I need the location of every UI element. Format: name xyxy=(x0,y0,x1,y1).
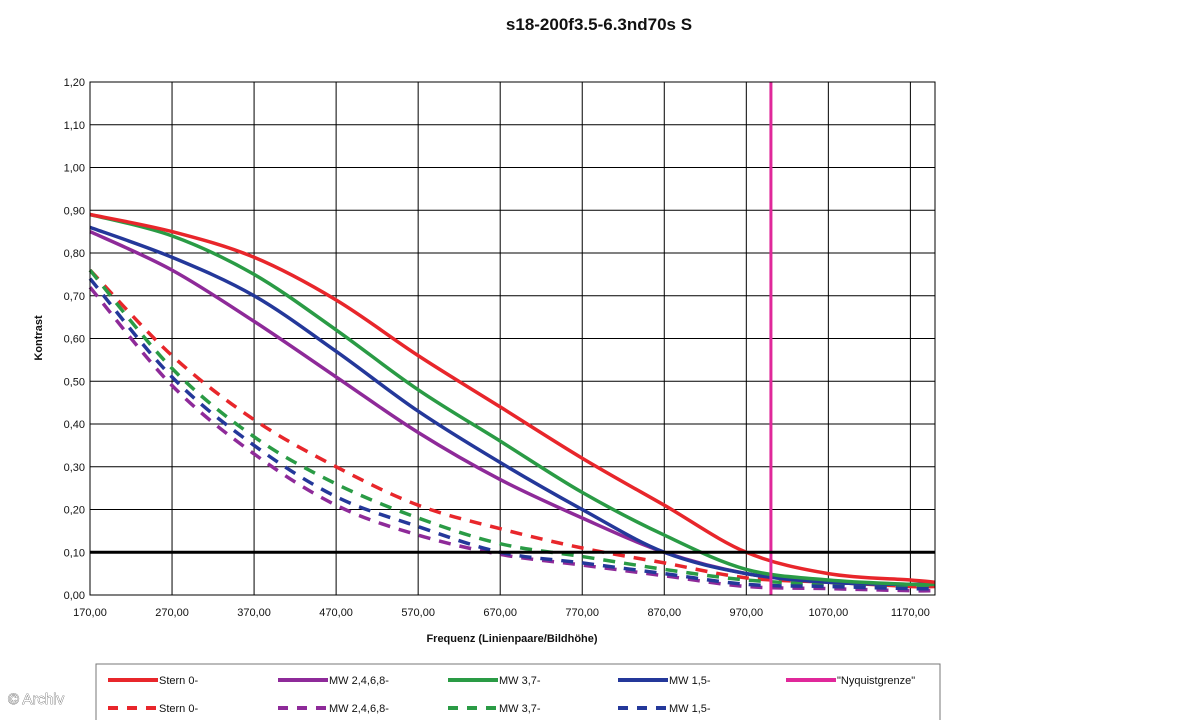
y-axis-ticks: 0,00 0,10 0,20 0,30 0,40 0,50 0,60 0,70 0,80 0,90… xyxy=(64,77,85,602)
legend-label-7: MW 1,5- xyxy=(669,703,711,715)
y-tick-label: 0,50 xyxy=(64,376,85,388)
series-group xyxy=(88,212,936,593)
x-tick-label: 670,00 xyxy=(483,607,517,619)
legend-label-5: MW 2,4,6,8- xyxy=(329,703,389,715)
plot-border xyxy=(89,81,936,596)
x-tick-label: 970,00 xyxy=(729,607,763,619)
x-tick-label: 1170,00 xyxy=(891,607,930,619)
x-axis-label: Frequenz (Linienpaare/Bildhöhe) xyxy=(426,633,597,645)
series-line-0 xyxy=(89,212,936,584)
legend-label-0: Stern 0- xyxy=(159,675,198,687)
y-tick-label: 0,00 xyxy=(64,590,85,602)
x-tick-label: 270,00 xyxy=(155,607,189,619)
x-tick-label: 770,00 xyxy=(565,607,599,619)
x-tick-label: 370,00 xyxy=(237,607,271,619)
reference-lines xyxy=(90,82,935,595)
series-line-dashed-7 xyxy=(88,277,936,591)
grid xyxy=(89,81,935,596)
y-tick-label: 1,00 xyxy=(64,163,85,175)
y-axis-label: Kontrast xyxy=(33,315,45,361)
y-tick-label: 0,40 xyxy=(64,419,85,431)
y-tick-label: 0,70 xyxy=(64,291,85,303)
legend-label-8: "Nyquistgrenze" xyxy=(837,675,915,687)
x-tick-label: 570,00 xyxy=(401,607,435,619)
legend-box xyxy=(95,663,941,720)
y-tick-label: 1,10 xyxy=(64,120,85,132)
watermark: © Archiv xyxy=(8,691,65,708)
legend-label-1: MW 2,4,6,8- xyxy=(329,675,389,687)
y-tick-label: 1,20 xyxy=(64,77,85,89)
legend-label-2: MW 3,7- xyxy=(499,675,541,687)
y-tick-label: 0,20 xyxy=(64,505,85,517)
series-line-dashed-6 xyxy=(88,268,936,589)
legend-items: Stern 0- MW 2,4,6,8- MW 3,7- MW 1,5- Stern 0… xyxy=(108,675,915,715)
x-tick-label: 870,00 xyxy=(647,607,681,619)
legend-label-4: Stern 0- xyxy=(159,703,198,715)
legend-label-3: MW 1,5- xyxy=(669,675,711,687)
x-tick-label: 1070,00 xyxy=(808,607,848,619)
series-line-2 xyxy=(89,212,936,587)
y-tick-label: 0,10 xyxy=(64,547,85,559)
chart-title: s18-200f3.5-6.3nd70s S xyxy=(506,15,692,34)
x-axis-ticks: 170,00 270,00 370,00 470,00 570,00 670,00 770,… xyxy=(73,607,930,619)
legend-label-6: MW 3,7- xyxy=(499,703,541,715)
y-tick-label: 0,60 xyxy=(64,334,85,346)
legend: Stern 0- MW 2,4,6,8- MW 3,7- MW 1,5- Stern 0… xyxy=(95,663,941,720)
y-tick-label: 0,80 xyxy=(64,248,85,260)
series-line-3 xyxy=(89,225,936,587)
x-tick-label: 170,00 xyxy=(73,607,107,619)
y-tick-label: 0,90 xyxy=(64,205,85,217)
series-line-dashed-5 xyxy=(88,286,936,593)
series-line-dashed-4 xyxy=(88,268,936,589)
y-tick-label: 0,30 xyxy=(64,462,85,474)
x-tick-label: 470,00 xyxy=(319,607,353,619)
